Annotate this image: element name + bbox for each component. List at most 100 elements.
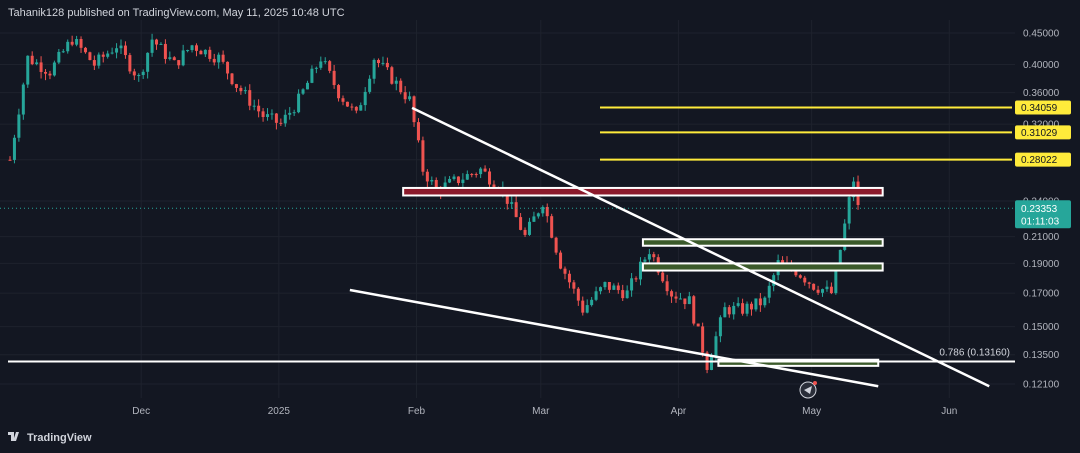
candle-body <box>603 281 607 288</box>
candle-body <box>763 297 767 306</box>
candle-body <box>554 237 558 253</box>
candle-body <box>408 96 412 100</box>
candle-body <box>723 307 727 318</box>
candle <box>590 297 594 307</box>
candle <box>483 165 487 173</box>
candle <box>634 276 638 283</box>
candle-body <box>44 71 48 74</box>
candle <box>128 52 132 74</box>
support-zone[interactable] <box>641 238 884 247</box>
candle <box>212 53 216 66</box>
candle-body <box>714 336 718 357</box>
candle-body <box>70 41 74 45</box>
candle-body <box>239 87 243 92</box>
candle-body <box>798 275 802 278</box>
candle <box>692 295 696 326</box>
candle <box>741 298 745 316</box>
candle <box>39 56 43 79</box>
candle <box>141 69 145 79</box>
candle-body <box>767 285 771 298</box>
candle <box>163 39 167 64</box>
y-tick-label: 0.13500 <box>1023 350 1060 361</box>
candle <box>754 298 758 312</box>
candle-body <box>35 62 39 65</box>
candle <box>199 49 203 55</box>
candle <box>527 217 531 236</box>
candle <box>186 49 190 53</box>
replay-icon[interactable] <box>799 381 817 399</box>
candle-body <box>119 45 123 49</box>
candle-body <box>30 55 34 65</box>
y-axis: 0.450000.400000.360000.320000.280000.240… <box>1015 0 1080 453</box>
candle-body <box>612 285 616 290</box>
candle-body <box>79 39 83 48</box>
resistance-zone[interactable] <box>402 186 884 197</box>
candle <box>825 280 829 292</box>
candle <box>630 273 634 297</box>
candle-body <box>474 174 478 176</box>
candle <box>718 315 722 343</box>
x-tick-label: Feb <box>408 406 426 417</box>
candle-body <box>310 68 314 83</box>
candle <box>510 196 514 209</box>
lower-trendline[interactable] <box>349 288 879 388</box>
candle-body <box>21 84 25 115</box>
candle-body <box>736 303 740 306</box>
candle-body <box>17 114 21 138</box>
candle-body <box>208 49 212 59</box>
candle-body <box>234 84 238 88</box>
candle <box>403 86 407 104</box>
candle-body <box>359 105 363 111</box>
candle <box>354 106 358 114</box>
y-tick-label: 0.32000 <box>1023 120 1060 131</box>
candle <box>519 213 523 231</box>
candle-body <box>532 216 536 222</box>
candle <box>736 297 740 308</box>
candle-body <box>674 296 678 299</box>
candle-body <box>523 229 527 235</box>
candle-body <box>599 287 603 292</box>
candle <box>554 236 558 255</box>
candle-body <box>594 291 598 300</box>
candle <box>550 213 554 239</box>
upper-trendline[interactable] <box>411 106 990 388</box>
candle <box>168 51 172 61</box>
y-tick-label: 0.40000 <box>1023 60 1060 71</box>
candle <box>83 46 87 54</box>
candle-body <box>83 47 87 53</box>
candle <box>763 296 767 308</box>
candle <box>203 49 207 57</box>
candle <box>727 304 731 318</box>
candle <box>110 47 114 55</box>
candle <box>812 283 816 291</box>
current-price-badge <box>1015 200 1071 229</box>
candle-body <box>727 307 731 315</box>
candle-body <box>461 179 465 184</box>
candle <box>368 75 372 94</box>
candle-body <box>465 174 469 180</box>
candle-body <box>710 356 714 370</box>
candle-body <box>146 52 150 72</box>
support-zone[interactable] <box>717 358 880 367</box>
candle <box>767 282 771 304</box>
candle-body <box>416 122 420 141</box>
candle <box>576 287 580 306</box>
candle-body <box>585 305 589 313</box>
candle-body <box>372 59 376 79</box>
candle <box>408 91 412 102</box>
candle-body <box>199 50 203 55</box>
candle-body <box>177 60 181 66</box>
candle-body <box>572 282 576 289</box>
candle <box>621 284 625 302</box>
candle-body <box>847 197 851 224</box>
candle <box>283 109 287 127</box>
candle <box>616 282 620 294</box>
tradingview-logo[interactable]: TradingView <box>8 432 92 444</box>
candle-body <box>261 111 265 118</box>
candle-body <box>421 140 425 172</box>
support-zone[interactable] <box>641 262 884 272</box>
candle <box>190 44 194 53</box>
candle <box>488 168 492 188</box>
candle <box>44 69 48 81</box>
